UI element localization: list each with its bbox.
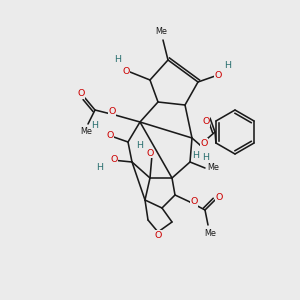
Text: O: O <box>110 155 118 164</box>
Text: Me: Me <box>80 128 92 136</box>
Text: H: H <box>97 164 104 172</box>
Text: O: O <box>202 118 210 127</box>
Text: O: O <box>146 148 154 158</box>
Text: O: O <box>215 194 223 202</box>
Text: O: O <box>108 107 116 116</box>
Text: Me: Me <box>204 229 216 238</box>
Text: H: H <box>202 152 209 161</box>
Text: O: O <box>77 89 85 98</box>
Text: O: O <box>154 230 162 239</box>
Text: H: H <box>115 56 122 64</box>
Text: H: H <box>193 151 200 160</box>
Text: Me: Me <box>155 28 167 37</box>
Text: O: O <box>214 70 222 80</box>
Text: O: O <box>122 68 130 76</box>
Text: O: O <box>200 139 208 148</box>
Text: H: H <box>136 142 143 151</box>
Text: O: O <box>190 197 198 206</box>
Text: H: H <box>92 122 98 130</box>
Text: O: O <box>106 130 114 140</box>
Text: Me: Me <box>207 164 219 172</box>
Text: H: H <box>224 61 232 70</box>
